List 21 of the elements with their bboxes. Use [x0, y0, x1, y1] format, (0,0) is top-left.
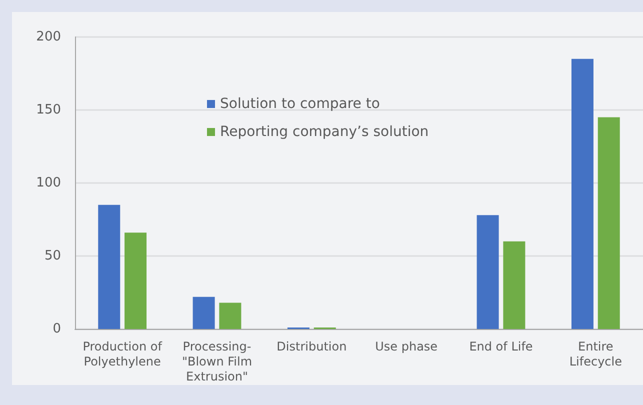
x-tick-label: Processing- "Blown Film Extrusion": [182, 340, 252, 384]
bar: [598, 117, 620, 329]
bar: [503, 241, 526, 329]
bar: [98, 204, 120, 329]
y-tick-label: 100: [36, 176, 61, 190]
bar: [219, 302, 242, 329]
x-tick-label: End of Life: [469, 340, 533, 354]
y-tick-label: 200: [36, 30, 61, 44]
x-tick-label: Distribution: [276, 340, 347, 354]
bar: [476, 215, 499, 329]
x-tick-label: Production of Polyethylene: [82, 340, 163, 368]
bar: [124, 232, 147, 329]
bar: [571, 58, 594, 329]
legend-label: Solution to compare to: [220, 96, 380, 112]
x-tick-label: Use phase: [375, 340, 438, 354]
y-tick-label: 0: [52, 322, 61, 336]
x-tick-label: Entire Lifecycle: [569, 340, 622, 368]
bar: [192, 296, 215, 329]
legend-label: Reporting company’s solution: [220, 124, 429, 140]
y-tick-label: 50: [44, 248, 61, 264]
y-tick-label: 150: [36, 102, 61, 118]
